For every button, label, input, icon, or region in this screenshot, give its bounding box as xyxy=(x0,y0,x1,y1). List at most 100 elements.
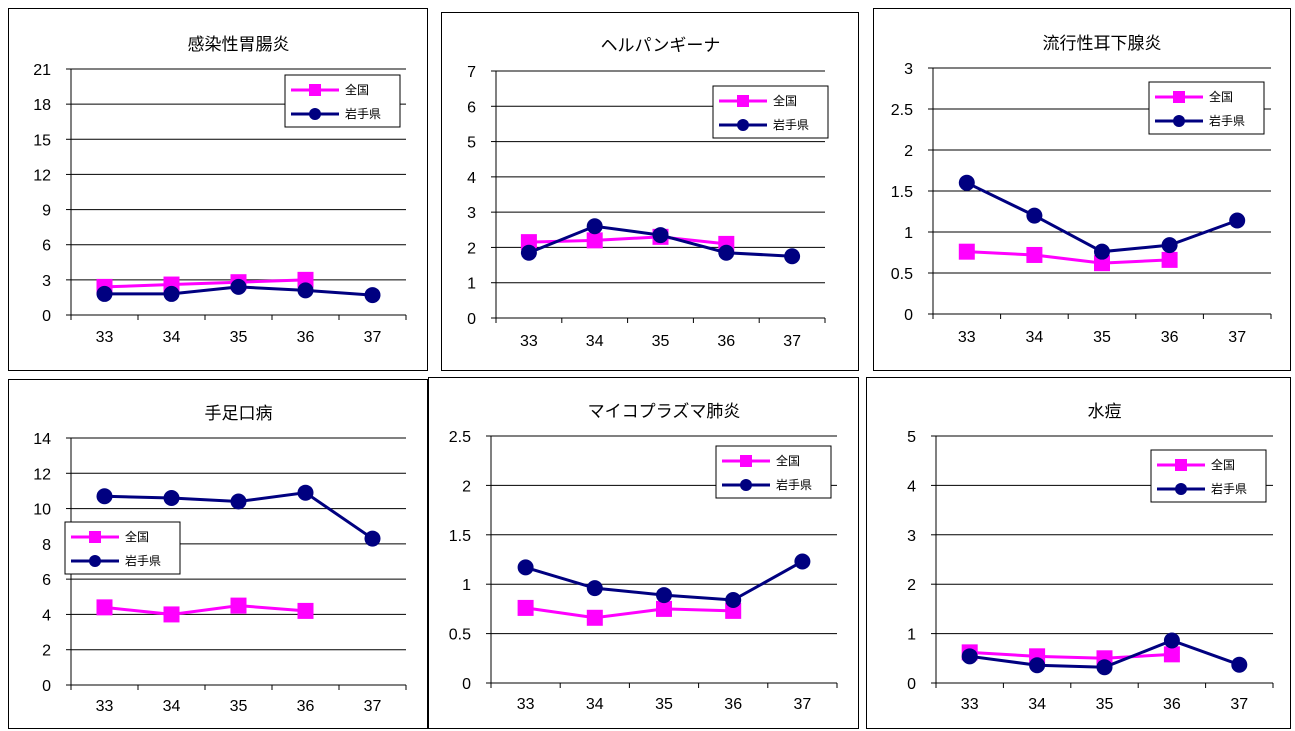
legend-label: 全国 xyxy=(125,529,149,544)
x-tick-label: 35 xyxy=(1093,329,1111,346)
series-point-2 xyxy=(1161,237,1178,254)
chart-title: 感染性胃腸炎 xyxy=(188,35,290,55)
x-tick-label: 33 xyxy=(961,696,979,713)
series-point-2 xyxy=(586,580,603,597)
legend-label: 全国 xyxy=(776,453,800,468)
legend-box xyxy=(1150,449,1267,503)
series-point-2 xyxy=(230,278,247,295)
legend-label: 全国 xyxy=(1211,457,1235,472)
x-tick-label: 33 xyxy=(520,333,538,350)
chart-title: 流行性耳下腺炎 xyxy=(1043,34,1162,54)
y-tick-label: 4 xyxy=(42,607,51,624)
legend-marker-circle xyxy=(309,108,321,120)
y-tick-label: 3 xyxy=(907,528,916,545)
y-tick-label: 0 xyxy=(42,678,51,695)
x-tick-label: 36 xyxy=(724,696,742,713)
series-point-2 xyxy=(656,587,672,604)
y-tick-label: 4 xyxy=(467,170,476,187)
series-line-1 xyxy=(104,604,306,616)
legend-label: 全国 xyxy=(345,82,369,97)
series-point-2 xyxy=(784,248,801,265)
chart-title: ヘルパンギーナ xyxy=(601,36,721,56)
y-tick-label: 1 xyxy=(467,276,476,293)
y-tick-label: 7 xyxy=(467,64,476,81)
legend-label: 全国 xyxy=(773,93,797,108)
legend-marker-square xyxy=(1173,91,1185,103)
series-point-1 xyxy=(1163,646,1180,663)
y-tick-label: 8 xyxy=(42,537,51,554)
series-point-2 xyxy=(1231,656,1248,673)
series-point-2 xyxy=(96,488,113,505)
y-tick-label: 1.5 xyxy=(449,528,471,545)
series-point-2 xyxy=(958,174,975,191)
series-line-1 xyxy=(104,278,306,289)
y-tick-label: 0 xyxy=(907,676,916,693)
legend-box xyxy=(715,445,832,499)
series-line-1 xyxy=(966,250,1170,265)
chart-panel-4: 手足口病 0 2 4 6 8 10 12 14 33 34 35 36 37 全国 岩手県 xyxy=(8,379,428,729)
series-point-2 xyxy=(163,489,180,506)
x-tick-label: 36 xyxy=(297,329,315,346)
y-tick-label: 5 xyxy=(467,135,476,152)
legend-marker-circle xyxy=(89,555,101,567)
x-tick-label: 34 xyxy=(586,333,604,350)
x-tick-label: 37 xyxy=(364,329,382,346)
y-tick-label: 6 xyxy=(42,572,51,589)
legend-label: 全国 xyxy=(1209,89,1233,104)
series-point-2 xyxy=(1029,657,1046,674)
x-tick-label: 35 xyxy=(655,696,673,713)
x-tick-label: 36 xyxy=(1161,329,1179,346)
x-tick-label: 34 xyxy=(163,329,181,346)
y-tick-label: 2 xyxy=(462,478,471,495)
y-tick-label: 3 xyxy=(904,61,913,78)
series-line-1 xyxy=(969,650,1172,660)
series-point-1 xyxy=(297,602,314,619)
x-tick-label: 35 xyxy=(230,698,248,715)
legend-box xyxy=(712,85,829,139)
series-point-2 xyxy=(725,592,742,609)
y-tick-label: 1 xyxy=(904,225,913,242)
legend-marker-square xyxy=(737,95,749,107)
series-point-2 xyxy=(96,285,113,302)
legend-marker-square xyxy=(309,84,321,96)
y-tick-label: 6 xyxy=(467,99,476,116)
x-tick-label: 37 xyxy=(794,696,812,713)
series-point-1 xyxy=(517,599,534,616)
legend-marker-square xyxy=(89,531,101,543)
chart-frame xyxy=(873,8,1291,371)
x-tick-label: 37 xyxy=(1228,329,1246,346)
x-tick-label: 35 xyxy=(1096,696,1114,713)
chart-title: マイコプラズマ肺炎 xyxy=(588,402,741,422)
series-point-1 xyxy=(163,606,180,623)
y-tick-label: 10 xyxy=(33,502,51,519)
x-tick-label: 34 xyxy=(163,698,181,715)
chart-panel-3: 流行性耳下腺炎 0 0.5 1 1.5 2 2.5 3 33 34 35 36 37 全国 岩手県 xyxy=(873,8,1291,371)
x-tick-label: 33 xyxy=(517,696,535,713)
y-tick-label: 4 xyxy=(907,478,916,495)
legend-label: 岩手県 xyxy=(345,106,381,121)
x-tick-label: 34 xyxy=(586,696,604,713)
y-tick-label: 2 xyxy=(904,143,913,160)
chart-frame xyxy=(428,377,859,729)
legend-marker-square xyxy=(740,455,752,467)
x-tick-label: 33 xyxy=(958,329,976,346)
y-tick-label: 1.5 xyxy=(891,184,913,201)
chart-frame xyxy=(441,12,859,371)
y-tick-label: 5 xyxy=(907,429,916,446)
y-tick-label: 0 xyxy=(904,307,913,324)
y-tick-label: 2 xyxy=(42,643,51,660)
x-tick-label: 33 xyxy=(96,698,114,715)
series-point-1 xyxy=(586,609,603,626)
y-tick-label: 2.5 xyxy=(449,429,471,446)
y-tick-label: 0 xyxy=(462,676,471,693)
legend-marker-circle xyxy=(1173,115,1185,127)
series-point-1 xyxy=(656,600,672,617)
legend-label: 岩手県 xyxy=(1209,113,1245,128)
series-point-2 xyxy=(517,559,534,576)
series-point-2 xyxy=(652,227,669,244)
x-tick-label: 33 xyxy=(96,329,114,346)
x-tick-label: 37 xyxy=(1230,696,1248,713)
series-point-2 xyxy=(520,244,537,261)
